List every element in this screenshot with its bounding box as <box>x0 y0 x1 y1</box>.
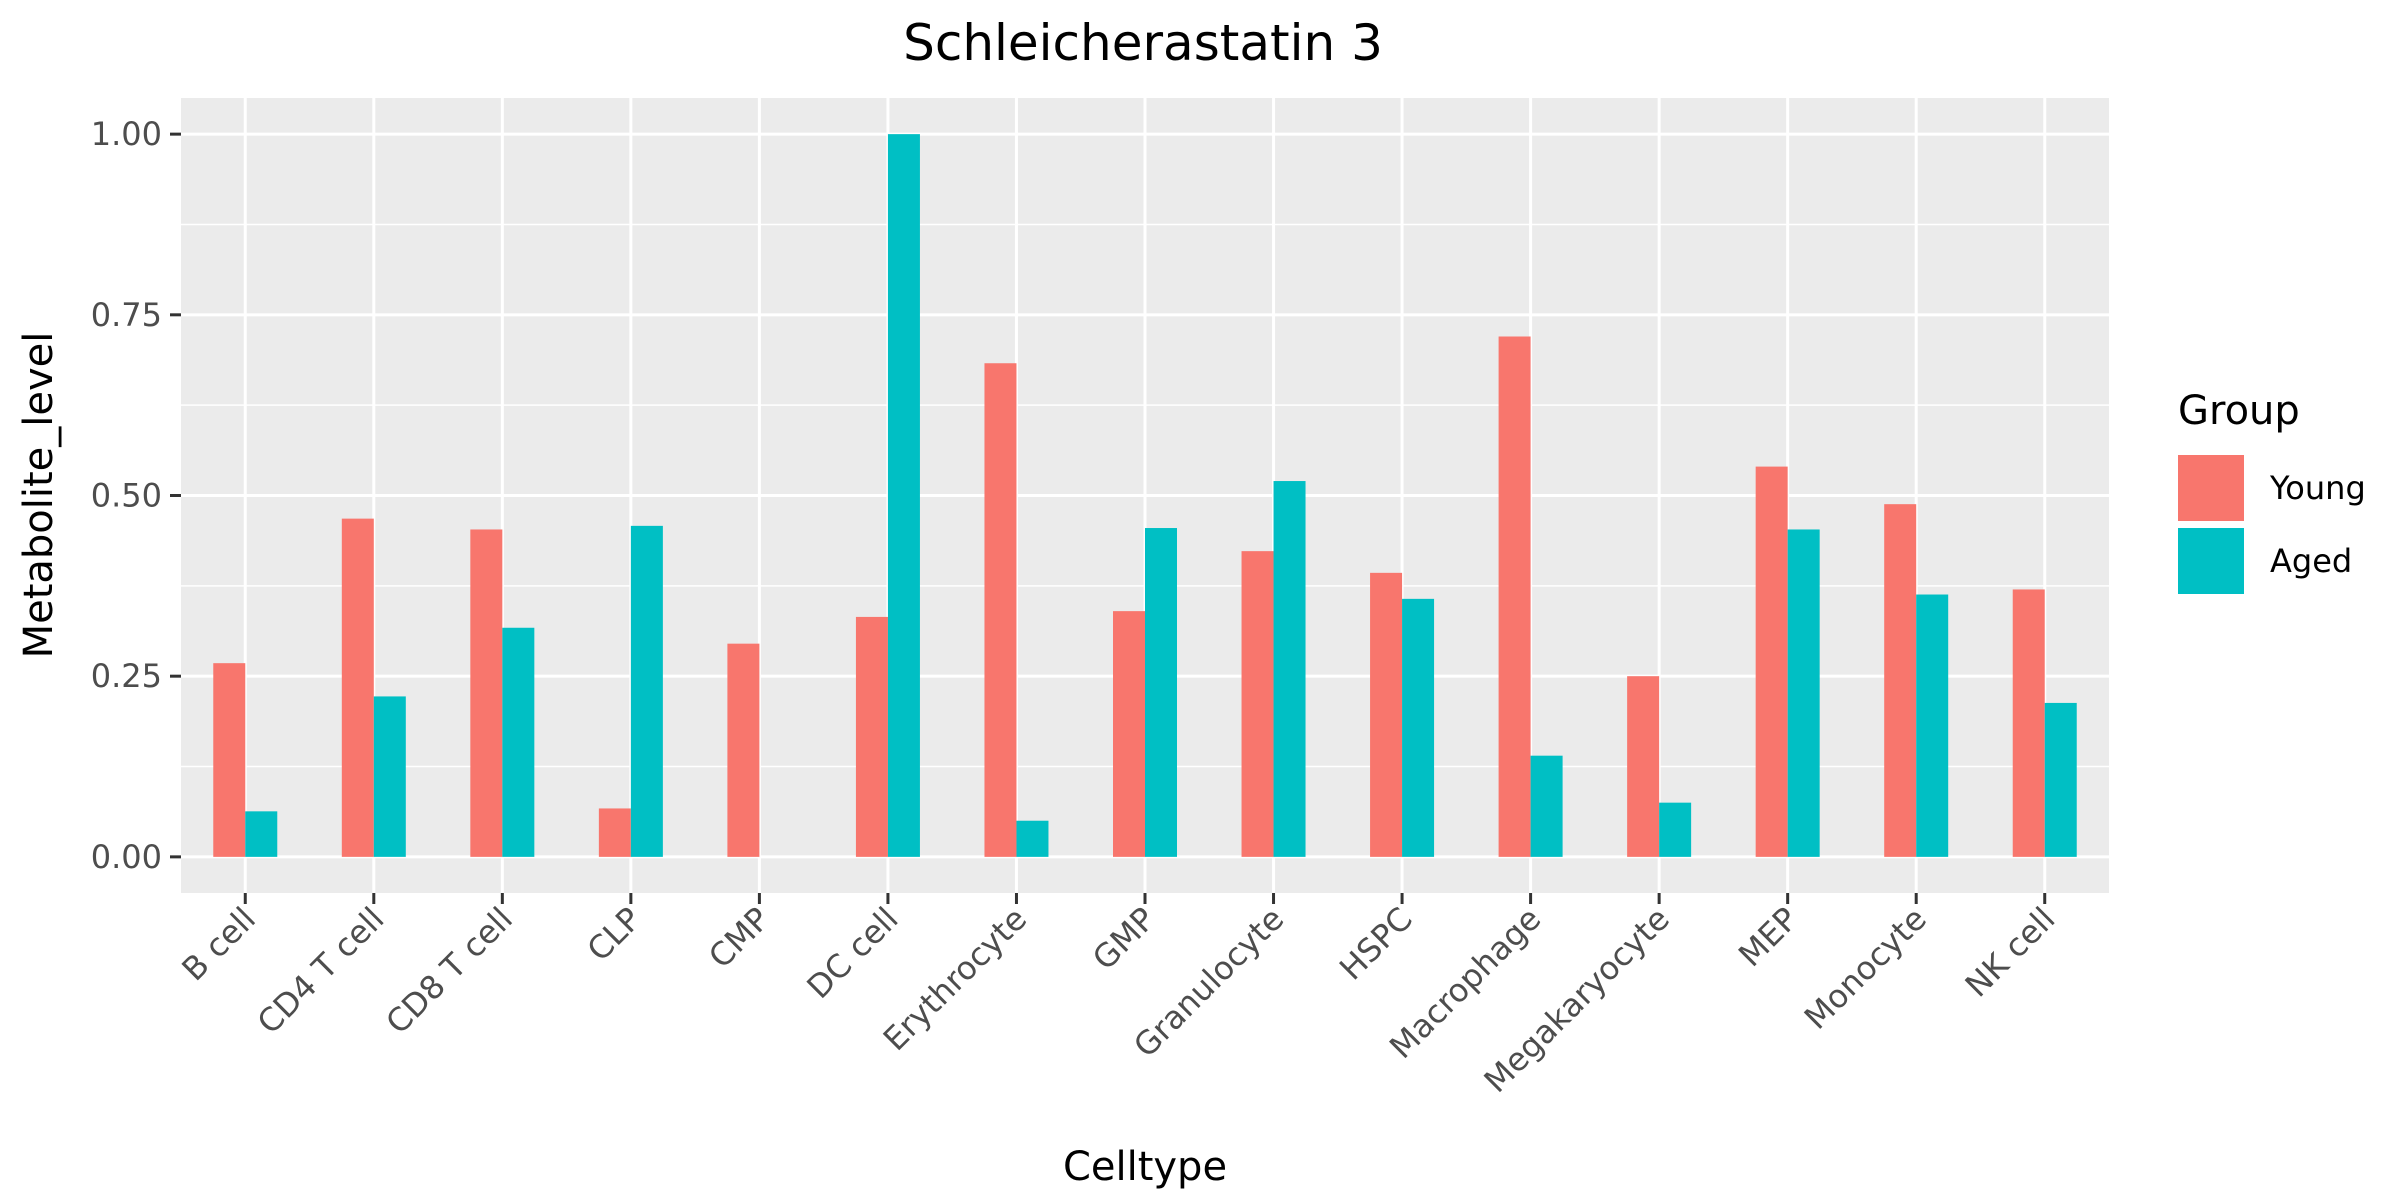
bar-young-mep <box>1755 466 1788 857</box>
x-tick-label: MEP <box>1731 900 1805 974</box>
y-tick-label: 1.00 <box>91 115 162 153</box>
bar-young-b-cell <box>213 663 246 857</box>
bar-young-cmp <box>727 643 760 857</box>
bar-young-macrophage <box>1498 336 1531 857</box>
bar-young-cd4-t-cell <box>341 518 374 857</box>
bar-aged-mep <box>1787 529 1820 857</box>
bar-aged-gmp <box>1145 528 1177 857</box>
bar-young-erythrocyte <box>984 363 1017 857</box>
x-tick-label: CMP <box>701 900 777 976</box>
bar-aged-hspc <box>1402 598 1435 857</box>
x-tick-label: NK cell <box>1958 900 2063 1005</box>
bar-aged-cd4-t-cell <box>373 696 406 857</box>
bar-aged-macrophage <box>1530 755 1563 857</box>
bars <box>213 134 2077 857</box>
x-axis-title: Celltype <box>1063 1144 1227 1190</box>
bar-young-megakaryocyte <box>1627 676 1660 857</box>
y-axis: 0.00 0.25 0.50 0.75 1.00 <box>91 115 181 876</box>
bar-young-nk-cell <box>2012 589 2045 857</box>
bar-aged-dc-cell <box>887 134 920 857</box>
x-tick-label: HSPC <box>1332 900 1420 988</box>
y-tick-label: 0.75 <box>91 296 162 334</box>
legend-label-aged: Aged <box>2270 542 2352 580</box>
legend-key-young <box>2178 455 2244 521</box>
y-tick-label: 0.00 <box>91 838 162 876</box>
chart-title: Schleicherastatin 3 <box>903 14 1383 72</box>
bar-young-clp <box>598 808 631 857</box>
y-tick-label: 0.50 <box>91 477 162 515</box>
bar-aged-cd8-t-cell <box>502 627 535 857</box>
legend-key-aged <box>2178 528 2244 594</box>
x-tick-label: Monocyte <box>1797 900 1934 1037</box>
x-tick-label: B cell <box>174 900 263 989</box>
bar-aged-monocyte <box>1916 594 1949 857</box>
bar-young-dc-cell <box>855 616 888 857</box>
legend: Group Young Aged <box>2178 388 2366 594</box>
legend-label-young: Young <box>2269 469 2366 507</box>
bar-aged-erythrocyte <box>1016 820 1049 857</box>
y-axis-title: Metabolite_level <box>16 332 62 659</box>
y-tick-label: 0.25 <box>91 657 162 695</box>
bar-young-granulocyte <box>1241 551 1274 857</box>
bar-aged-clp <box>630 525 663 857</box>
bar-young-gmp <box>1113 611 1145 857</box>
x-tick-label: DC cell <box>799 900 905 1006</box>
x-tick-label: CD4 T cell <box>250 900 392 1042</box>
bar-aged-granulocyte <box>1273 481 1306 857</box>
bar-young-cd8-t-cell <box>470 529 503 857</box>
x-tick-label: GMP <box>1085 900 1163 978</box>
bar-aged-nk-cell <box>2044 702 2077 857</box>
x-tick-label: CD8 T cell <box>378 900 520 1042</box>
bar-aged-megakaryocyte <box>1659 802 1692 857</box>
x-tick-label: CLP <box>580 900 649 969</box>
bar-young-hspc <box>1370 572 1403 857</box>
bar-aged-b-cell <box>245 811 278 857</box>
legend-title: Group <box>2178 388 2300 434</box>
bar-young-monocyte <box>1884 504 1917 857</box>
